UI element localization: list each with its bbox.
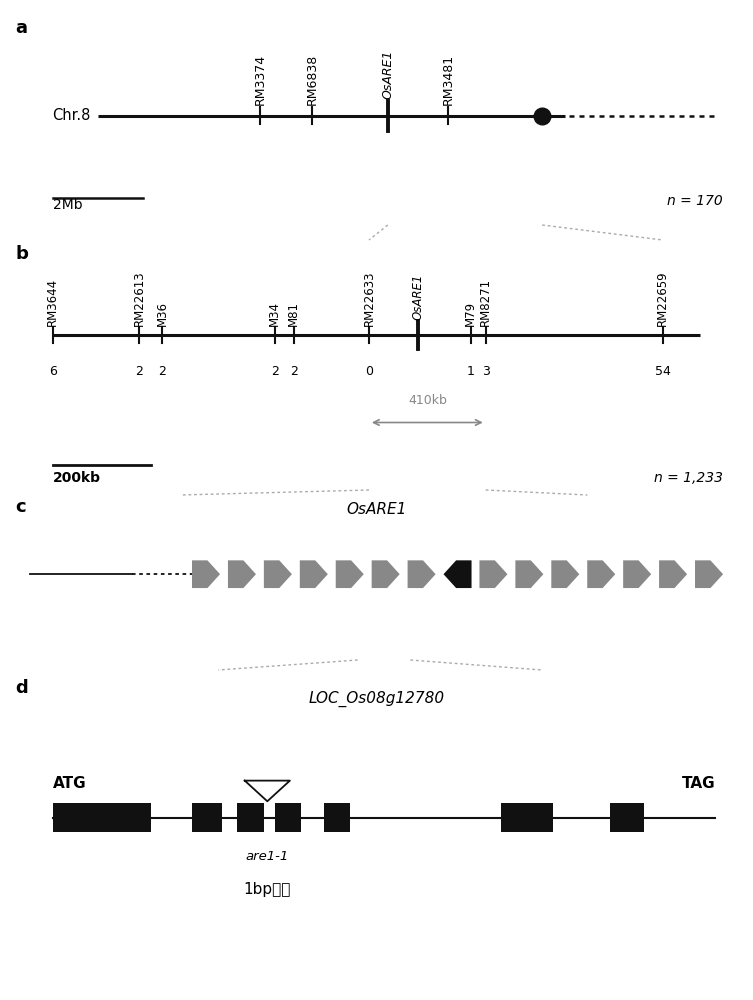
Polygon shape bbox=[551, 560, 579, 588]
Text: TAG: TAG bbox=[681, 776, 715, 791]
Text: 2: 2 bbox=[271, 365, 279, 378]
Bar bbox=[53, 803, 151, 832]
Text: RM3374: RM3374 bbox=[253, 54, 267, 105]
Text: Chr.8: Chr.8 bbox=[52, 108, 90, 123]
Bar bbox=[275, 803, 301, 832]
Polygon shape bbox=[245, 781, 290, 801]
Text: RM22659: RM22659 bbox=[656, 270, 669, 326]
Polygon shape bbox=[480, 560, 508, 588]
Bar bbox=[192, 803, 222, 832]
Text: 0: 0 bbox=[365, 365, 373, 378]
Polygon shape bbox=[587, 560, 615, 588]
Text: M79: M79 bbox=[464, 300, 477, 326]
Text: 3: 3 bbox=[482, 365, 489, 378]
Polygon shape bbox=[228, 560, 256, 588]
Text: 200kb: 200kb bbox=[53, 471, 101, 485]
Text: a: a bbox=[15, 19, 27, 37]
Text: 410kb: 410kb bbox=[408, 394, 447, 408]
Bar bbox=[324, 803, 350, 832]
Polygon shape bbox=[264, 560, 292, 588]
Text: 2: 2 bbox=[136, 365, 143, 378]
Text: 54: 54 bbox=[654, 365, 671, 378]
Text: 2: 2 bbox=[290, 365, 297, 378]
Text: RM3481: RM3481 bbox=[441, 54, 455, 105]
Text: LOC_Os08g12780: LOC_Os08g12780 bbox=[309, 691, 444, 707]
Text: M34: M34 bbox=[268, 301, 282, 326]
Text: M81: M81 bbox=[287, 301, 300, 326]
Polygon shape bbox=[336, 560, 364, 588]
Text: n = 170: n = 170 bbox=[667, 194, 723, 208]
Polygon shape bbox=[372, 560, 400, 588]
Polygon shape bbox=[407, 560, 436, 588]
Bar bbox=[610, 803, 644, 832]
Text: are1-1: are1-1 bbox=[245, 850, 289, 863]
Text: 6: 6 bbox=[49, 365, 56, 378]
Text: 1bp缺失: 1bp缺失 bbox=[244, 882, 291, 897]
Text: 1: 1 bbox=[467, 365, 474, 378]
Polygon shape bbox=[300, 560, 328, 588]
Text: OsARE1: OsARE1 bbox=[346, 502, 407, 517]
Text: c: c bbox=[15, 498, 26, 516]
Polygon shape bbox=[192, 560, 220, 588]
Text: OsARE1: OsARE1 bbox=[381, 50, 395, 99]
Polygon shape bbox=[444, 560, 471, 588]
Text: RM22633: RM22633 bbox=[362, 270, 376, 326]
Text: OsARE1: OsARE1 bbox=[411, 274, 425, 320]
Text: M36: M36 bbox=[155, 301, 169, 326]
Text: b: b bbox=[15, 245, 28, 263]
Text: n = 1,233: n = 1,233 bbox=[654, 471, 723, 485]
Text: RM22613: RM22613 bbox=[133, 270, 146, 326]
Polygon shape bbox=[623, 560, 651, 588]
Polygon shape bbox=[695, 560, 723, 588]
Polygon shape bbox=[659, 560, 687, 588]
Bar bbox=[237, 803, 264, 832]
Bar bbox=[501, 803, 553, 832]
Text: RM6838: RM6838 bbox=[306, 54, 319, 105]
Text: ATG: ATG bbox=[53, 776, 87, 791]
Text: d: d bbox=[15, 679, 28, 697]
Text: RM8271: RM8271 bbox=[479, 277, 492, 326]
Text: 2: 2 bbox=[158, 365, 166, 378]
Text: 2Mb: 2Mb bbox=[53, 198, 82, 212]
Polygon shape bbox=[515, 560, 544, 588]
Text: RM3644: RM3644 bbox=[46, 277, 59, 326]
